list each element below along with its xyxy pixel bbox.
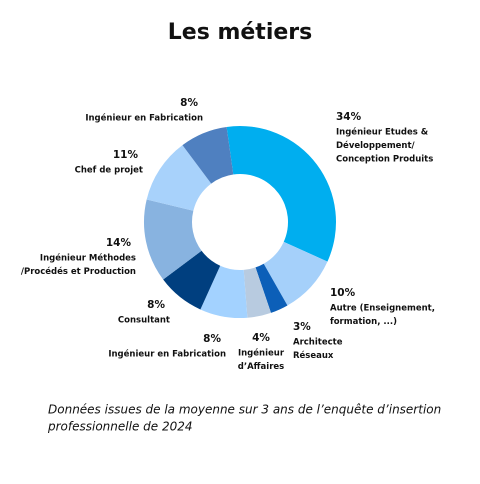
value-label: 14% xyxy=(106,237,132,249)
donut-segment xyxy=(163,250,221,310)
segment-label: Ingénieur en Fabrication xyxy=(85,113,203,124)
segment-label: Chef de projet xyxy=(75,166,143,176)
segment-label: Architecte xyxy=(293,338,343,348)
segment-label: Développement/ xyxy=(336,140,416,151)
segment-label: Autre (Enseignement, xyxy=(330,304,435,314)
chart-title: Les métiers xyxy=(168,20,312,45)
segment-label: /Procédés et Production xyxy=(21,266,136,277)
donut-segment xyxy=(243,267,271,318)
footnote: professionnelle de 2024 xyxy=(47,420,193,434)
segment-label: Conception Produits xyxy=(336,155,433,165)
value-label: 34% xyxy=(336,111,362,123)
segment-label: Consultant xyxy=(118,316,170,326)
value-label: 8% xyxy=(180,97,198,109)
value-label: 8% xyxy=(203,333,221,345)
segment-label: Réseaux xyxy=(293,350,334,361)
donut-segment xyxy=(255,263,288,313)
footnote: Données issues de la moyenne sur 3 ans d… xyxy=(48,403,441,417)
value-label: 3% xyxy=(293,321,311,333)
segment-label: d’Affaires xyxy=(238,362,284,372)
segment-label: Ingénieur en Fabrication xyxy=(108,349,226,360)
donut-segment xyxy=(263,241,328,306)
value-label: 11% xyxy=(113,149,139,161)
donut-segment xyxy=(144,199,202,280)
donut-segment xyxy=(200,265,248,318)
donut-segment xyxy=(146,145,212,211)
segment-label: Ingénieur xyxy=(238,348,285,359)
segment-label: formation, ...) xyxy=(330,317,397,327)
value-label: 8% xyxy=(147,299,165,311)
donut-segment xyxy=(182,126,234,184)
segment-label: Ingénieur Etudes & xyxy=(336,127,429,138)
value-label: 10% xyxy=(330,287,356,299)
segment-label: Ingénieur Méthodes xyxy=(40,253,136,264)
value-label: 4% xyxy=(252,332,270,344)
donut-segment xyxy=(226,126,336,262)
